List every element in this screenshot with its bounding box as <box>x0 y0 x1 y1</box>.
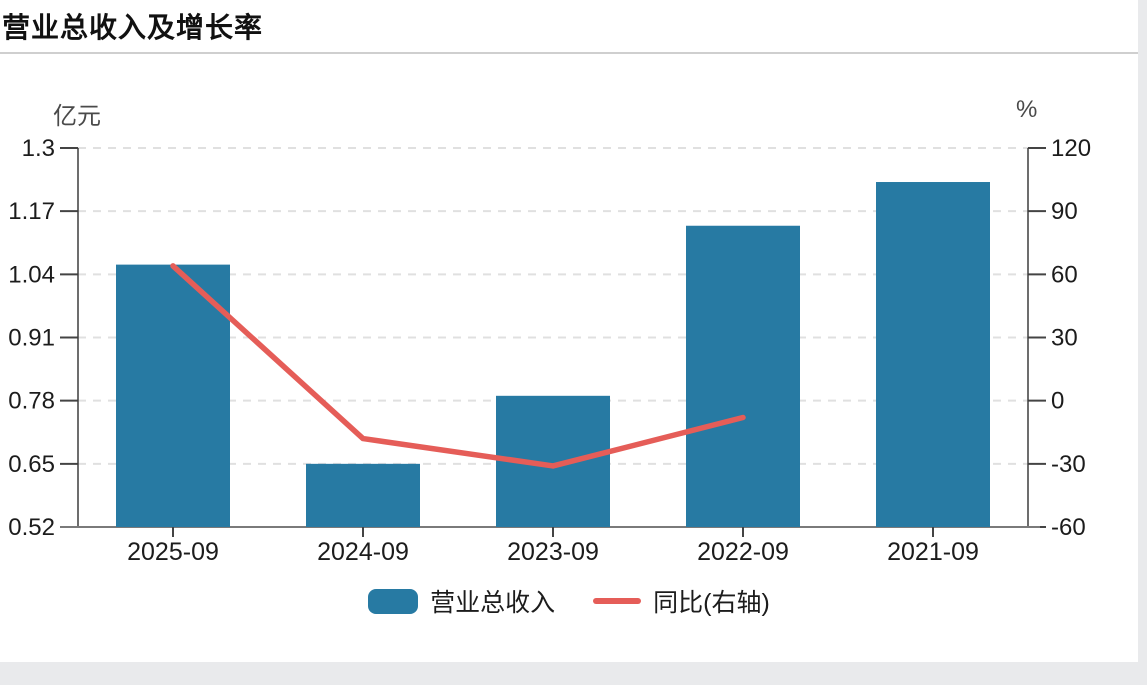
right-axis-tick-label: -60 <box>1051 514 1086 541</box>
right-axis-tick-label: 120 <box>1051 135 1091 162</box>
left-axis-tick-label: 0.65 <box>8 451 55 478</box>
legend-item-revenue[interactable]: 营业总收入 <box>368 583 555 619</box>
x-axis-label: 2022-09 <box>697 538 789 566</box>
x-axis-label: 2025-09 <box>127 538 219 566</box>
chart-title: 营业总收入及增长率 <box>2 12 264 43</box>
bar-legend-swatch-icon <box>368 588 419 614</box>
page-edge-bottom <box>0 662 1147 685</box>
page-edge-right <box>1138 0 1147 685</box>
left-axis-tick-label: 0.52 <box>8 514 55 541</box>
legend-label-yoy: 同比(右轴) <box>653 589 770 617</box>
left-axis-tick-label: 0.78 <box>8 388 55 415</box>
line-legend-swatch-icon <box>593 598 642 604</box>
right-axis-tick-label: 60 <box>1051 261 1078 288</box>
left-axis-tick-label: 1.17 <box>8 198 55 225</box>
right-axis-tick-label: 90 <box>1051 198 1078 225</box>
chart-legend: 营业总收入 同比(右轴) <box>0 583 1138 619</box>
left-axis-tick-label: 0.91 <box>8 325 55 352</box>
right-axis-tick-label: 0 <box>1051 388 1064 415</box>
right-axis-unit-label: % <box>1016 96 1038 123</box>
yoy-line[interactable] <box>170 263 746 469</box>
revenue-bar[interactable] <box>306 463 420 527</box>
left-axis-tick-label: 1.3 <box>22 135 55 162</box>
left-axis-unit-label: 亿元 <box>53 103 101 130</box>
x-axis-label: 2024-09 <box>317 538 409 566</box>
legend-item-yoy[interactable]: 同比(右轴) <box>593 583 770 619</box>
legend-label-revenue: 营业总收入 <box>430 589 556 617</box>
revenue-bar[interactable] <box>116 264 230 527</box>
revenue-bar[interactable] <box>686 225 800 527</box>
revenue-bar[interactable] <box>876 182 990 527</box>
right-axis-tick-label: -30 <box>1051 451 1086 478</box>
x-axis-label: 2023-09 <box>507 538 599 566</box>
left-axis-tick-label: 1.04 <box>8 261 55 288</box>
x-axis-label: 2021-09 <box>887 538 979 566</box>
title-divider <box>0 52 1138 54</box>
right-axis-tick-label: 30 <box>1051 325 1078 352</box>
